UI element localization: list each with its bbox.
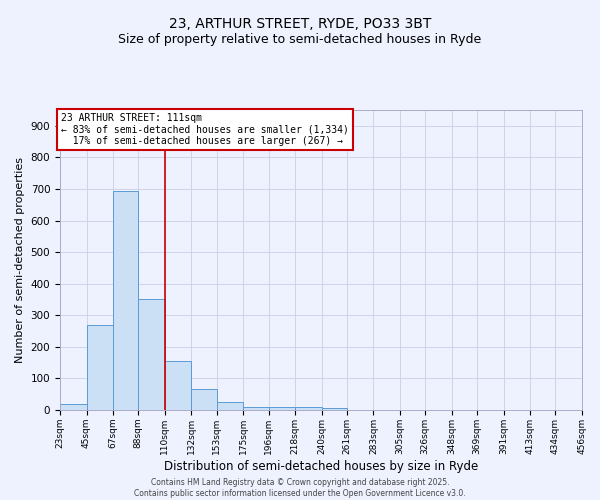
Bar [322,408,347,410]
Bar [295,408,322,410]
Bar [269,407,295,410]
Text: 23, ARTHUR STREET, RYDE, PO33 3BT: 23, ARTHUR STREET, RYDE, PO33 3BT [169,18,431,32]
Bar [243,407,269,410]
Bar [217,402,243,410]
Text: Size of property relative to semi-detached houses in Ryde: Size of property relative to semi-detach… [118,32,482,46]
Bar [191,390,217,410]
Text: 23 ARTHUR STREET: 111sqm
← 83% of semi-detached houses are smaller (1,334)
  17%: 23 ARTHUR STREET: 111sqm ← 83% of semi-d… [61,113,349,146]
Bar [86,324,113,410]
Text: Contains HM Land Registry data © Crown copyright and database right 2025.
Contai: Contains HM Land Registry data © Crown c… [134,478,466,498]
Bar [60,404,86,410]
X-axis label: Distribution of semi-detached houses by size in Ryde: Distribution of semi-detached houses by … [164,460,478,472]
Bar [113,190,139,410]
Y-axis label: Number of semi-detached properties: Number of semi-detached properties [15,157,25,363]
Bar [139,300,165,410]
Bar [165,361,191,410]
